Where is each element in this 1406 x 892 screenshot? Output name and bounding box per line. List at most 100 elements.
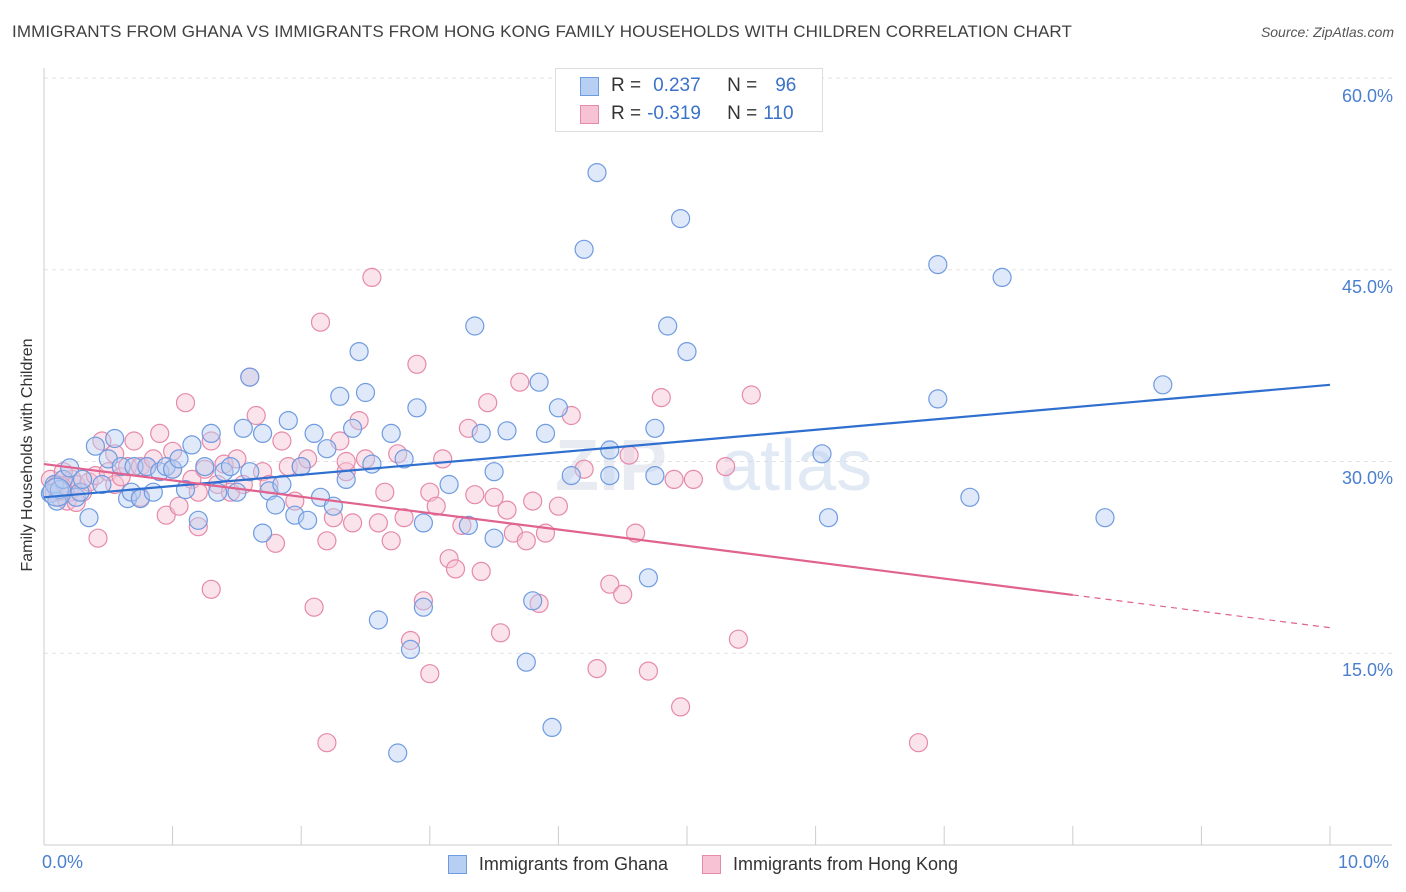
y-tick-label: 30.0%	[1341, 468, 1393, 488]
hong-kong-point	[465, 485, 485, 505]
hong-kong-point	[651, 388, 671, 408]
x-tick-label-max: 10.0%	[1338, 852, 1390, 872]
hong-kong-swatch	[580, 104, 599, 124]
correlation-legend: R = 0.237 N = 96 R = -0.319 N = 110	[555, 68, 823, 132]
y-tick-label: 15.0%	[1341, 660, 1393, 680]
hong-kong-point	[439, 549, 459, 569]
trend-lines	[43, 383, 1331, 629]
ghana-point	[928, 255, 948, 275]
hong-kong-point	[497, 500, 517, 520]
hong-kong-point	[368, 513, 388, 533]
hong-kong-point	[317, 531, 337, 551]
ghana-point	[465, 316, 485, 336]
hong-kong-point	[516, 531, 536, 551]
ghana-point	[304, 423, 324, 443]
ghana-point	[645, 418, 665, 438]
hong-kong-point	[458, 418, 478, 438]
hong-kong-point	[381, 531, 401, 551]
ghana-point	[188, 510, 208, 530]
hong-kong-point	[394, 508, 414, 528]
ghana-point	[79, 508, 99, 528]
ghana-point	[240, 367, 260, 387]
hong-kong-point	[587, 658, 607, 679]
ghana-trend-line	[43, 383, 1331, 499]
legend-item-ghana: Immigrants from Ghana	[447, 854, 668, 875]
hong-kong-point	[548, 496, 569, 516]
ghana-point	[407, 398, 427, 418]
legend-r-label: R =	[611, 75, 642, 96]
ghana-point	[143, 482, 163, 502]
legend-n-value: 110	[763, 103, 794, 124]
ghana-point	[137, 457, 157, 477]
ghana-point	[928, 389, 948, 409]
ghana-point	[484, 528, 504, 548]
legend-r-value: 0.237	[653, 75, 701, 96]
hong-kong-point	[298, 449, 318, 469]
ghana-point	[253, 423, 273, 443]
hong-kong-point	[88, 528, 108, 548]
ghana-point	[1153, 375, 1173, 395]
ghana-point	[355, 382, 376, 403]
legend-n-value: 96	[775, 75, 797, 96]
grid-lines	[44, 77, 1392, 654]
y-tick-label: 45.0%	[1341, 277, 1393, 297]
ghana-point	[638, 568, 659, 588]
ghana-point	[484, 462, 504, 482]
ghana-point	[381, 423, 401, 443]
ghana-point	[561, 466, 581, 486]
ghana-point	[201, 423, 221, 443]
hong-kong-point	[908, 733, 929, 753]
ghana-point	[394, 449, 414, 469]
ghana-point	[330, 386, 350, 406]
ghana-point	[220, 457, 241, 477]
ghana-point	[600, 440, 620, 460]
ghana-point	[343, 418, 363, 438]
ghana-point	[587, 163, 607, 183]
hong-kong-point	[613, 584, 633, 605]
hong-kong-point	[510, 372, 530, 392]
ghana-point	[349, 342, 369, 362]
ghana-point	[670, 209, 691, 229]
ghana-point	[458, 515, 478, 536]
ghana-point	[812, 444, 832, 464]
hong-kong-point	[523, 491, 543, 511]
legend-row-hong-kong: R = -0.319 N = 110	[580, 101, 794, 127]
legend-n-label: N =	[727, 103, 758, 124]
hong-kong-point	[619, 445, 639, 465]
ghana-point	[535, 423, 556, 443]
hong-kong-point	[375, 482, 395, 502]
ghana-point	[574, 239, 594, 259]
ghana-point	[66, 487, 86, 507]
ghana-point	[542, 717, 562, 738]
hong-kong-point	[670, 697, 691, 717]
ghana-point	[291, 457, 311, 477]
hong-kong-point	[349, 411, 369, 431]
hong-kong-point	[317, 733, 337, 753]
ghana-point	[471, 423, 491, 443]
ghana-point	[677, 342, 697, 362]
ghana-point	[298, 510, 318, 530]
chart-source: Source: ZipAtlas.com	[1260, 24, 1394, 40]
watermark-zip: ZIP	[555, 426, 667, 506]
hong-kong-point	[741, 385, 761, 405]
hong-kong-point	[426, 496, 446, 516]
hong-kong-point	[600, 574, 620, 594]
hong-kong-point	[413, 591, 433, 611]
ghana-point	[818, 508, 839, 528]
ghana-point	[548, 398, 569, 418]
hong-kong-point	[664, 469, 684, 489]
ghana-point	[182, 435, 202, 455]
hong-kong-point	[728, 629, 749, 649]
watermark: ZIP atlas	[555, 426, 872, 506]
ghana-point	[317, 439, 337, 459]
ghana-point	[336, 469, 356, 489]
ghana-point	[227, 482, 247, 502]
hong-kong-points	[40, 267, 929, 753]
hong-kong-point	[272, 431, 292, 451]
ghana-point	[413, 597, 433, 617]
hong-kong-point	[445, 559, 466, 579]
series-legend: Immigrants from Ghana Immigrants from Ho…	[0, 852, 1406, 876]
ghana-point	[278, 411, 298, 431]
legend-r-value: -0.319	[647, 103, 701, 124]
